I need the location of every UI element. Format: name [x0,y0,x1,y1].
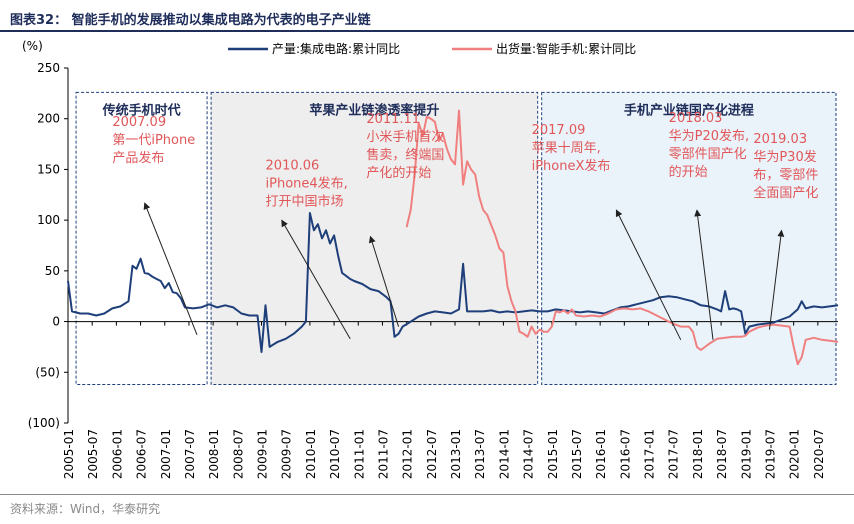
x-tick-label: 2010-07 [328,429,342,479]
region-box-2 [541,91,837,385]
x-tick-label: 2018-01 [691,429,705,479]
annotation-text-0: 第一代iPhone [112,133,195,148]
annotation-text-4: 零部件国产化 [669,147,747,162]
x-tick-label: 2008-07 [231,429,245,479]
annotation-text-3: 2017.09 [532,123,586,138]
annotation-text-2: 2011.11 [366,112,420,127]
annotation-text-4: 2018.03 [669,111,723,126]
legend: 产量:集成电路:累计同比 出货量:智能手机:累计同比 [228,41,636,56]
annotation-text-4: 华为P20发布, [669,128,750,144]
annotation-arrow-2 [368,235,400,327]
annotation-arrow-1 [281,219,351,340]
y-axis-label: (%) [22,39,43,53]
x-tick-label: 2019-01 [739,429,753,479]
x-tick-label: 2012-07 [425,429,439,479]
x-tick-label: 2012-01 [401,429,415,479]
x-tick-label: 2005-07 [86,429,100,479]
annotation-text-4: 的开始 [669,164,708,180]
x-tick-label: 2011-07 [376,429,390,479]
annotations-layer: 2007.09 第一代iPhone 产品发布 2010.06 iPhone4发布, 打开中… [112,111,818,341]
y-tick-label: (100) [28,416,60,430]
y-tick-label: 150 [37,162,60,176]
annotation-arrow-3 [615,209,682,341]
x-tick-label: 2020-07 [812,429,826,479]
x-tick-label: 2016-01 [594,429,608,479]
x-tick-label: 2009-01 [256,429,270,479]
x-tick-label: 2013-07 [473,429,487,479]
x-tick-label: 2018-07 [715,429,729,479]
region-label-0: 传统手机时代 [102,102,181,118]
x-tick-label: 2017-07 [667,429,681,479]
annotation-text-5: 2019.03 [753,132,807,147]
region-box-0 [75,91,208,385]
y-tick-label: (50) [35,365,60,379]
x-tick-label: 2015-07 [570,429,584,479]
annotation-text-5: 全面国产化 [753,185,818,201]
x-tick-label: 2011-01 [352,429,366,479]
annotation-text-1: 打开中国市场 [266,193,344,209]
figure-title: 图表32： 智能手机的发展推动以集成电路为代表的电子产业链 [10,13,371,28]
x-tick-label: 2010-01 [304,429,318,479]
line-chart: 传统手机时代 苹果产业链渗透率提升 手机产业链国产化进程 250 200 150 100 5… [22,39,839,479]
annotation-text-0: 2007.09 [112,115,166,130]
x-tick-label: 2005-01 [62,429,76,479]
annotation-text-0: 产品发布 [112,150,164,166]
title-rule [0,30,854,32]
annotation-arrow-5 [768,229,785,330]
y-tick-label: 0 [52,315,60,329]
x-tick-label: 2020-01 [788,429,802,479]
annotation-text-2: 小米手机首次 [366,129,444,145]
annotation-text-2: 售卖，终端国 [366,147,444,163]
y-tick-label: 50 [45,264,60,278]
legend-label-0: 产量:集成电路:累计同比 [272,41,400,56]
y-tick-label: 100 [37,213,60,227]
annotation-text-3: iPhoneX发布 [532,158,611,174]
x-tick-label: 2016-07 [618,429,632,479]
x-tick-label: 2007-01 [159,429,173,479]
x-tick-label: 2019-07 [763,429,777,479]
annotation-text-5: 华为P30发 [753,149,816,165]
annotation-text-1: iPhone4发布, [266,175,348,191]
region-label-2: 手机产业链国产化进程 [624,102,754,118]
series-layer [67,109,839,366]
regions-layer: 传统手机时代 苹果产业链渗透率提升 手机产业链国产化进程 [75,91,837,385]
x-tick-label: 2006-01 [110,429,124,479]
y-tick-label: 250 [37,61,60,75]
x-tick-label: 2006-07 [135,429,149,479]
x-tick-label: 2008-01 [207,429,221,479]
source-note: 资料来源：Wind，华泰研究 [10,502,161,516]
x-tick-label: 2013-01 [449,429,463,479]
x-tick-label: 2014-07 [522,429,536,479]
x-tick-label: 2009-07 [280,429,294,479]
series-line-0 [67,212,839,353]
y-tick-label: 200 [37,112,60,126]
x-tick-label: 2014-01 [497,429,511,479]
annotation-arrow-0 [143,202,198,335]
region-label-1: 苹果产业链渗透率提升 [309,102,439,118]
annotation-text-2: 产化的开始 [366,165,431,181]
x-tick-label: 2015-01 [546,429,560,479]
annotation-arrow-4 [694,209,714,340]
annotation-text-1: 2010.06 [266,158,320,173]
legend-label-1: 出货量:智能手机:累计同比 [496,41,636,56]
annotation-text-3: 苹果十周年, [532,141,601,156]
x-tick-label: 2007-07 [183,429,197,479]
series-line-1 [405,109,839,366]
footer-rule [0,494,854,495]
annotation-text-5: 布，零部件 [753,168,818,183]
axes-layer: 250 200 150 100 50 0 (50) (100) (%) 2005-01 2005-0… [22,39,838,479]
x-tick-label: 2017-01 [643,429,657,479]
